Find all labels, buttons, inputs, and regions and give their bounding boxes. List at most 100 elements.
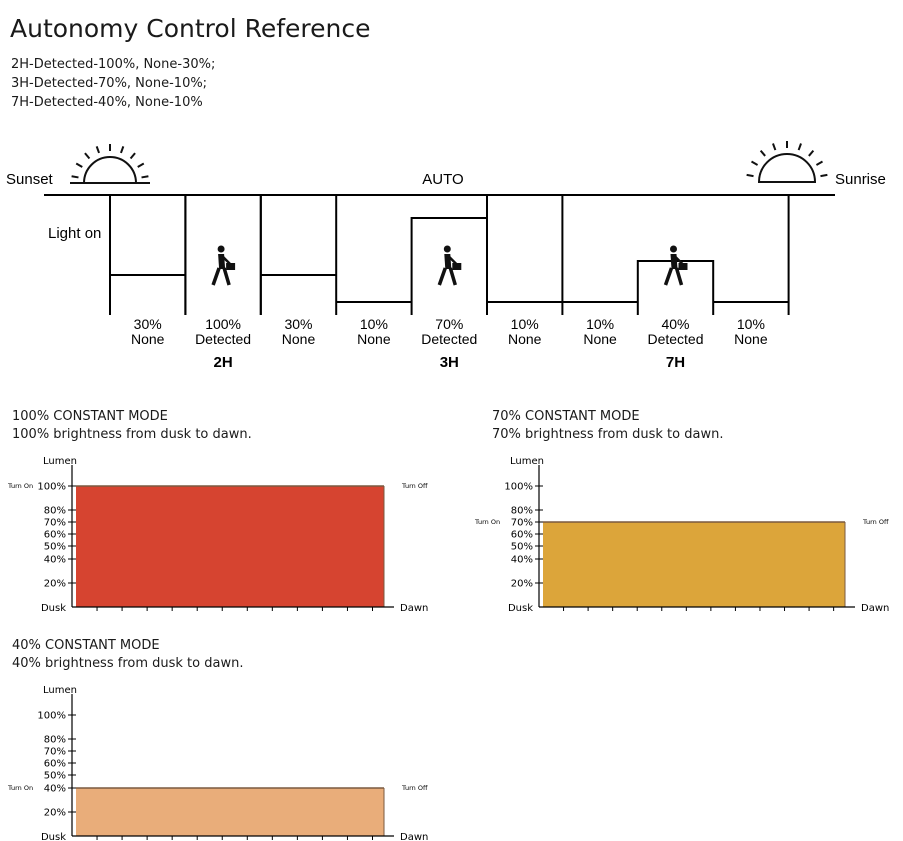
segment-percent: 10% [737, 316, 765, 332]
segment-state: Detected [421, 331, 477, 347]
y-tick-label: 40% [44, 555, 66, 566]
note-line: 3H-Detected-70%, None-10%; [11, 76, 208, 91]
y-tick-label: 70% [44, 747, 66, 758]
y-tick-label: 40% [44, 784, 66, 795]
segment-state: Detected [647, 331, 703, 347]
segment-percent: 30% [284, 316, 312, 332]
y-tick-label: 20% [44, 808, 66, 819]
walking-person-icon [211, 245, 236, 286]
y-axis-title: Lumen [43, 685, 77, 696]
y-axis-title: Lumen [43, 456, 77, 467]
x-start-label: Dusk [41, 832, 66, 841]
segment-percent: 70% [435, 316, 463, 332]
segment-percent: 10% [511, 316, 539, 332]
sun-ray [808, 149, 815, 157]
y-tick-label: 100% [37, 711, 66, 722]
segment-state: None [583, 331, 617, 347]
person-head [670, 245, 677, 253]
sunset-label: Sunset [6, 171, 54, 188]
brightness-area [76, 486, 384, 607]
turn-on-label: Turn On [7, 482, 33, 490]
sun-ray [772, 143, 777, 151]
mode-description: 40% brightness from dusk to dawn. [12, 656, 244, 671]
segment-state: None [734, 331, 768, 347]
y-tick-label: 60% [44, 530, 66, 541]
sunrise-label: Sunrise [835, 171, 886, 188]
mode-title: 40% CONSTANT MODE [12, 638, 160, 653]
y-axis-title: Lumen [510, 456, 544, 467]
y-tick-label: 80% [44, 506, 66, 517]
light-on-label: Light on [48, 225, 101, 242]
segment-percent: 30% [134, 316, 162, 332]
turn-on-label: Turn On [474, 518, 500, 526]
mode-title: 100% CONSTANT MODE [12, 409, 168, 424]
segment-state: None [282, 331, 316, 347]
x-end-label: Dawn [861, 603, 889, 614]
person-legs [211, 267, 231, 286]
y-tick-label: 20% [511, 579, 533, 590]
sun-disc [757, 153, 817, 183]
y-tick-label: 80% [44, 735, 66, 746]
turn-off-label: Turn Off [401, 784, 428, 792]
walking-person-icon [663, 245, 688, 286]
sun-ray [759, 149, 766, 157]
briefcase [226, 263, 236, 270]
y-tick-label: 40% [511, 555, 533, 566]
y-tick-label: 70% [44, 518, 66, 529]
segment-percent: 40% [661, 316, 689, 332]
sun-ray [129, 152, 136, 160]
autonomy-timeline-diagram: Sunset Sunrise AUTO Light on 30%None100%… [6, 141, 886, 371]
y-tick-label: 20% [44, 579, 66, 590]
sun-ray [797, 143, 802, 151]
sun-disc [82, 156, 138, 184]
hour-label: 7H [666, 354, 685, 371]
note-line: 2H-Detected-100%, None-30%; [11, 57, 216, 72]
detected-block [184, 194, 262, 315]
person-legs [663, 267, 684, 286]
hour-label: 2H [214, 354, 233, 371]
sun-ray [746, 173, 754, 178]
detected-block [410, 217, 488, 315]
sunrise-icon [746, 141, 828, 183]
briefcase [452, 263, 462, 270]
segment-percent: 10% [586, 316, 614, 332]
mode-description: 70% brightness from dusk to dawn. [492, 427, 724, 442]
y-tick-label: 50% [44, 771, 66, 782]
segment-percent: 100% [205, 316, 241, 332]
y-tick-label: 50% [44, 542, 66, 553]
segment-state: Detected [195, 331, 251, 347]
person-arm [222, 256, 231, 265]
brightness-area [543, 522, 845, 607]
note-line: 7H-Detected-40%, None-10% [11, 95, 203, 110]
sun-ray [95, 146, 100, 154]
person-arm [448, 256, 458, 265]
sun-ray [75, 162, 83, 168]
person-head [443, 245, 451, 253]
hour-label: 3H [440, 354, 459, 371]
walking-person-icon [437, 245, 462, 286]
segment-state: None [357, 331, 391, 347]
sun-ray [71, 175, 79, 179]
briefcase [678, 263, 688, 270]
sun-ray [820, 173, 828, 178]
y-tick-label: 100% [504, 482, 533, 493]
y-tick-label: 100% [37, 482, 66, 493]
page-title: Autonomy Control Reference [10, 14, 371, 43]
y-tick-label: 70% [511, 518, 533, 529]
y-tick-label: 60% [511, 530, 533, 541]
turn-off-label: Turn Off [401, 482, 428, 490]
x-end-label: Dawn [400, 832, 428, 841]
sun-ray [120, 146, 125, 154]
sun-ray [815, 160, 824, 166]
x-start-label: Dusk [41, 603, 66, 614]
y-tick-label: 80% [511, 506, 533, 517]
y-tick-label: 50% [511, 542, 533, 553]
sunset-icon [70, 144, 150, 184]
y-tick-label: 60% [44, 759, 66, 770]
sun-ray [750, 160, 759, 166]
sun-ray [84, 152, 91, 160]
turn-off-label: Turn Off [862, 518, 889, 526]
